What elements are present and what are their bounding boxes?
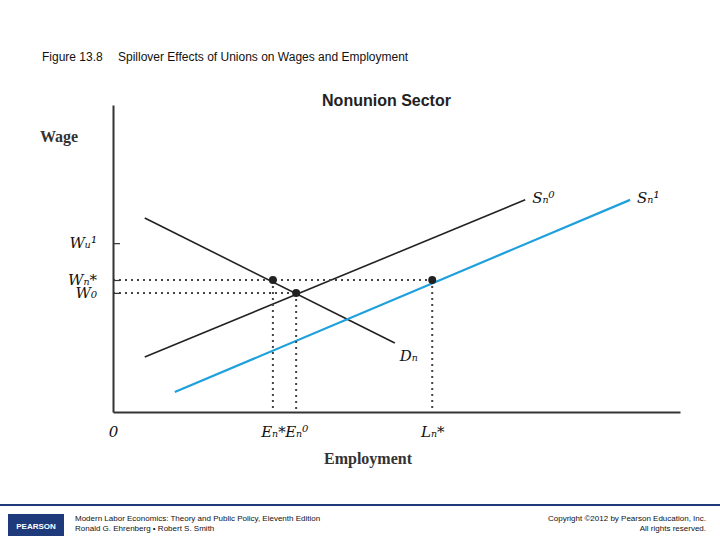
background [0, 0, 720, 540]
tick-mark [113, 293, 120, 294]
tick: Eₙ⁰ [284, 412, 308, 441]
footer-text: Copyright ©2012 by Pearson Education, In… [548, 514, 706, 523]
tick-label: Wₙ* [68, 271, 97, 289]
guide-line [272, 280, 274, 412]
tick-label: Eₙ⁰ [284, 423, 308, 441]
figure-number: Figure 13.8 [42, 50, 103, 64]
point [292, 289, 300, 297]
x-axis-title: Employment [324, 450, 413, 468]
tick: Lₙ* [420, 412, 445, 441]
plot-area [113, 200, 630, 412]
x-axis: 0 Eₙ*Eₙ⁰ Lₙ* [109, 412, 681, 441]
slide: Figure 13.8 Spillover Effects of Unions o… [0, 0, 720, 540]
point [269, 276, 277, 284]
logo-text: PEARSON [16, 522, 56, 531]
tick-label: Eₙ* [260, 423, 286, 441]
axis-line [113, 106, 115, 413]
point [428, 276, 436, 284]
series-line [145, 200, 525, 357]
guide-line [113, 292, 296, 294]
series-line [175, 200, 630, 392]
series-labels: Dₙ Sₙ⁰ Sₙ¹ [399, 189, 660, 365]
axis-line [114, 412, 681, 414]
footer-rule [0, 504, 720, 506]
figure-caption: Spillover Effects of Unions on Wages and… [118, 50, 409, 64]
tick-mark [113, 243, 120, 244]
logo-box [8, 514, 64, 536]
tick: Eₙ* [260, 412, 286, 441]
tick: 0 [109, 412, 119, 441]
tick-label: 0 [109, 423, 119, 441]
tick-mark [113, 280, 120, 281]
tick: Wₙ* [68, 271, 120, 289]
tick-label: Wᵤ¹ [70, 234, 97, 252]
series-label: Sₙ⁰ [532, 189, 554, 207]
y-axis-title: Wage [40, 128, 78, 146]
guide-line [295, 293, 297, 412]
guide-line [431, 280, 433, 412]
footer-text: Modern Labor Economics: Theory and Publi… [75, 514, 320, 523]
series-line [145, 218, 395, 343]
footer-text: All rights reserved. [640, 524, 706, 533]
series-label: Dₙ [399, 347, 418, 365]
tick: Wᵤ¹ [70, 234, 120, 252]
y-axis: W₀Wₙ*Wᵤ¹ [68, 106, 120, 413]
tick-label: Lₙ* [420, 423, 445, 441]
footer-text: Ronald G. Ehrenberg • Robert S. Smith [75, 524, 214, 533]
chart-title: Nonunion Sector [322, 92, 451, 109]
series-label: Sₙ¹ [637, 189, 659, 207]
